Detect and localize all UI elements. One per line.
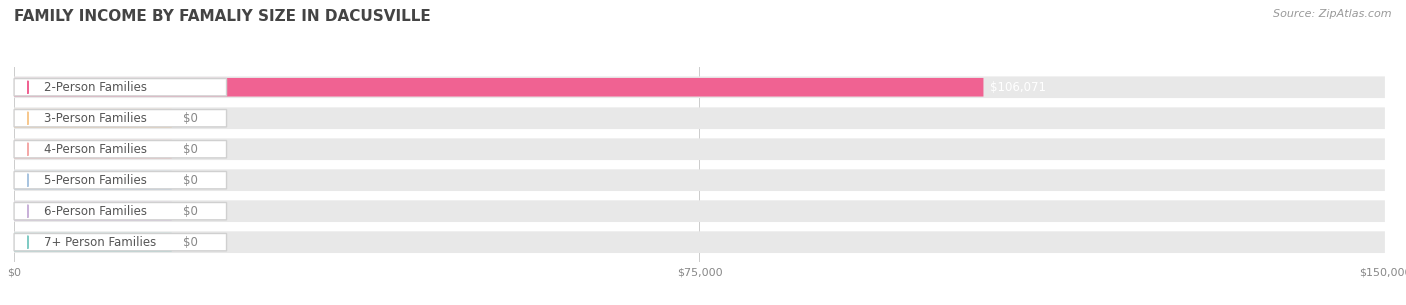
Text: FAMILY INCOME BY FAMALIY SIZE IN DACUSVILLE: FAMILY INCOME BY FAMALIY SIZE IN DACUSVI… <box>14 9 430 24</box>
FancyBboxPatch shape <box>14 141 226 158</box>
Text: $0: $0 <box>183 143 198 156</box>
FancyBboxPatch shape <box>14 138 1385 160</box>
FancyBboxPatch shape <box>14 140 172 159</box>
FancyBboxPatch shape <box>14 234 226 251</box>
Text: 6-Person Families: 6-Person Families <box>44 205 146 218</box>
FancyBboxPatch shape <box>14 76 1385 98</box>
Text: $0: $0 <box>183 112 198 125</box>
FancyBboxPatch shape <box>14 109 226 127</box>
Text: $0: $0 <box>183 205 198 218</box>
FancyBboxPatch shape <box>14 171 226 189</box>
Text: 4-Person Families: 4-Person Families <box>44 143 146 156</box>
Text: 2-Person Families: 2-Person Families <box>44 81 146 94</box>
FancyBboxPatch shape <box>14 109 172 127</box>
FancyBboxPatch shape <box>14 79 226 96</box>
FancyBboxPatch shape <box>14 233 172 251</box>
FancyBboxPatch shape <box>14 107 1385 129</box>
Text: 3-Person Families: 3-Person Families <box>44 112 146 125</box>
FancyBboxPatch shape <box>14 202 172 221</box>
FancyBboxPatch shape <box>14 231 1385 253</box>
FancyBboxPatch shape <box>14 171 172 189</box>
FancyBboxPatch shape <box>14 78 983 97</box>
Text: 7+ Person Families: 7+ Person Families <box>44 236 156 249</box>
FancyBboxPatch shape <box>14 203 226 220</box>
Text: $0: $0 <box>183 236 198 249</box>
FancyBboxPatch shape <box>14 200 1385 222</box>
FancyBboxPatch shape <box>14 169 1385 191</box>
Text: $0: $0 <box>183 174 198 187</box>
Text: $106,071: $106,071 <box>990 81 1046 94</box>
Text: Source: ZipAtlas.com: Source: ZipAtlas.com <box>1274 9 1392 19</box>
Text: 5-Person Families: 5-Person Families <box>44 174 146 187</box>
